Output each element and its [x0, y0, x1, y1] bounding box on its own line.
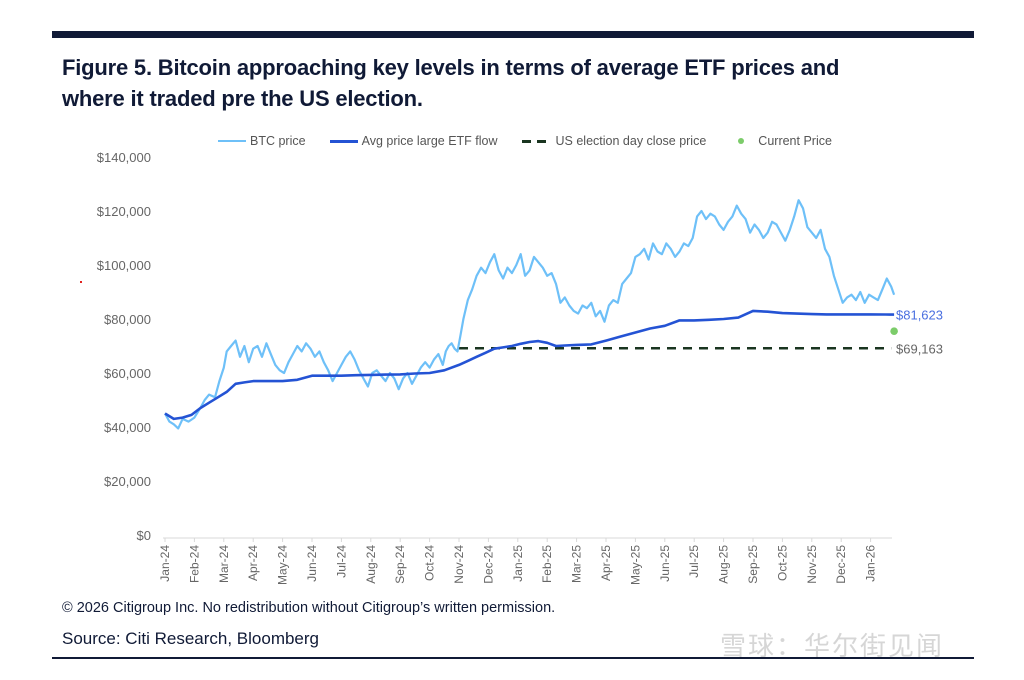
stray-mark [80, 281, 82, 283]
x-tick-label: Sep-25 [746, 545, 760, 584]
legend-label: US election day close price [555, 134, 707, 148]
legend-label: Current Price [758, 134, 832, 148]
figure-title: Figure 5. Bitcoin approaching key levels… [62, 52, 962, 114]
y-tick-label: $100,000 [97, 258, 151, 273]
x-tick-label: Mar-24 [217, 545, 231, 583]
x-tick-label: Jan-24 [158, 545, 172, 582]
chart-legend: BTC price Avg price large ETF flow US el… [218, 132, 856, 150]
figure-title-line-2: where it traded pre the US election. [62, 86, 423, 111]
x-tick-label: May-24 [276, 545, 290, 585]
legend-item-current: Current Price [730, 134, 832, 148]
x-tick-label: Oct-24 [423, 545, 437, 581]
current-price-point [890, 327, 898, 335]
btc-price-swatch-icon [218, 140, 246, 142]
plot-area: $81,623 $69,163 [164, 199, 943, 430]
x-tick-label: Jul-24 [334, 545, 348, 578]
bottom-rule [52, 657, 974, 659]
x-tick-label: Jan-26 [864, 545, 878, 582]
avg-etf-value-label: $81,623 [896, 308, 943, 323]
avg-etf-price-line [164, 309, 895, 421]
x-tick-label: Nov-24 [452, 545, 466, 584]
x-tick-label: Jun-25 [658, 545, 672, 582]
y-tick-label: $140,000 [97, 150, 151, 165]
x-tick-label: Jul-25 [687, 545, 701, 578]
legend-item-btc-price: BTC price [218, 134, 306, 148]
x-tick-label: Mar-25 [570, 545, 584, 583]
legend-item-avg-etf: Avg price large ETF flow [329, 134, 498, 148]
x-tick-label: Nov-25 [805, 545, 819, 584]
x-tick-label: Sep-24 [393, 545, 407, 584]
avg-etf-swatch-icon [329, 139, 358, 143]
source-note: Source: Citi Research, Bloomberg [62, 629, 320, 648]
top-rule [52, 31, 974, 38]
x-tick-label: Apr-25 [599, 545, 613, 581]
legend-label: Avg price large ETF flow [361, 134, 498, 148]
x-axis: Jan-24 Feb-24 Mar-24 Apr-24 May-24 Jun-24 Jul-… [158, 537, 892, 585]
x-tick-label: Aug-24 [364, 545, 378, 584]
y-tick-label: $0 [137, 528, 151, 543]
x-tick-label: Aug-25 [717, 545, 731, 584]
copyright-note: © 2026 Citigroup Inc. No redistribution … [62, 600, 556, 616]
x-tick-label: Feb-24 [187, 545, 201, 583]
figure-title-line-1: Figure 5. Bitcoin approaching key levels… [62, 55, 840, 80]
y-tick-label: $80,000 [104, 312, 151, 327]
x-tick-label: Oct-25 [775, 545, 789, 581]
x-tick-label: May-25 [628, 545, 642, 585]
y-tick-label: $40,000 [104, 420, 151, 435]
x-tick-label: Jun-24 [305, 545, 319, 582]
y-tick-label: $20,000 [104, 474, 151, 489]
x-tick-label: Feb-25 [540, 545, 554, 583]
y-tick-label: $60,000 [104, 366, 151, 381]
current-price-dot-icon [738, 138, 745, 144]
legend-label: BTC price [250, 134, 306, 148]
dashed-line-swatch-icon [521, 139, 552, 143]
y-axis: $0 $20,000 $40,000 $60,000 $80,000 $100,000 $1… [97, 150, 151, 543]
legend-item-election: US election day close price [521, 134, 707, 148]
x-tick-label: Jan-25 [511, 545, 525, 582]
y-tick-label: $120,000 [97, 204, 151, 219]
x-tick-label: Dec-25 [834, 545, 848, 584]
btc-price-line [164, 199, 896, 430]
x-tick-label: Dec-24 [481, 545, 495, 584]
x-tick-label: Apr-24 [246, 545, 260, 581]
election-value-label: $69,163 [896, 341, 943, 356]
